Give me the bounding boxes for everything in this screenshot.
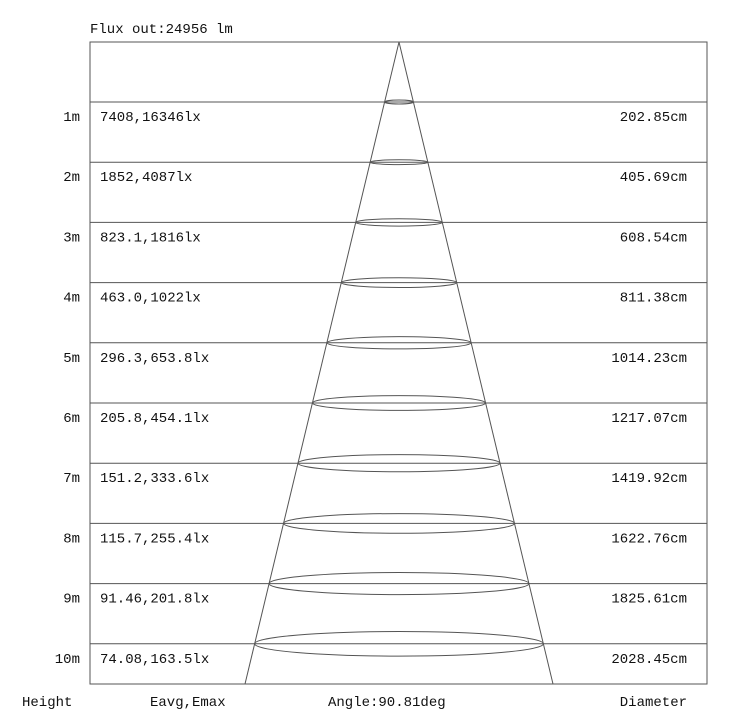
row-illuminance: 823.1,1816lx xyxy=(100,230,201,246)
row-diameter: 1217.07cm xyxy=(611,411,687,427)
row-illuminance: 151.2,333.6lx xyxy=(100,471,209,487)
row-illuminance: 1852,4087lx xyxy=(100,170,192,186)
row-diameter: 1014.23cm xyxy=(611,351,687,367)
row-illuminance: 463.0,1022lx xyxy=(100,291,201,307)
flux-label: Flux out:24956 lm xyxy=(90,22,233,38)
row-illuminance: 296.3,653.8lx xyxy=(100,351,209,367)
row-diameter: 2028.45cm xyxy=(611,652,687,668)
row-height: 3m xyxy=(63,230,80,246)
rows: 1m 7408,16346lx 202.85cm 2m 1852,4087lx 405.6… xyxy=(55,99,707,668)
row-diameter: 1622.76cm xyxy=(611,531,687,547)
footer-diameter-label: Diameter xyxy=(620,695,687,711)
row-diameter: 202.85cm xyxy=(620,110,687,126)
row-height: 6m xyxy=(63,411,80,427)
row-illuminance: 74.08,163.5lx xyxy=(100,652,209,668)
cone-left-edge xyxy=(244,41,400,685)
row-height: 9m xyxy=(63,592,80,608)
footer-height-label: Height xyxy=(22,695,72,711)
row-diameter: 1825.61cm xyxy=(611,592,687,608)
row-height: 7m xyxy=(63,471,80,487)
row-height: 4m xyxy=(63,291,80,307)
row-height: 10m xyxy=(55,652,80,668)
row-illuminance: 205.8,454.1lx xyxy=(100,411,209,427)
row-height: 2m xyxy=(63,170,80,186)
row-diameter: 405.69cm xyxy=(620,170,687,186)
cone-right-edge xyxy=(398,41,554,685)
footer-illuminance-label: Eavg,Emax xyxy=(150,695,226,711)
row-diameter: 1419.92cm xyxy=(611,471,687,487)
row-height: 8m xyxy=(63,531,80,547)
row-height: 5m xyxy=(63,351,80,367)
row-illuminance: 7408,16346lx xyxy=(100,110,201,126)
row-diameter: 608.54cm xyxy=(620,230,687,246)
row-illuminance: 91.46,201.8lx xyxy=(100,592,209,608)
row-height: 1m xyxy=(63,110,80,126)
footer-angle-label: Angle:90.81deg xyxy=(328,695,446,711)
row-diameter: 811.38cm xyxy=(620,291,687,307)
row-illuminance: 115.7,255.4lx xyxy=(100,531,209,547)
